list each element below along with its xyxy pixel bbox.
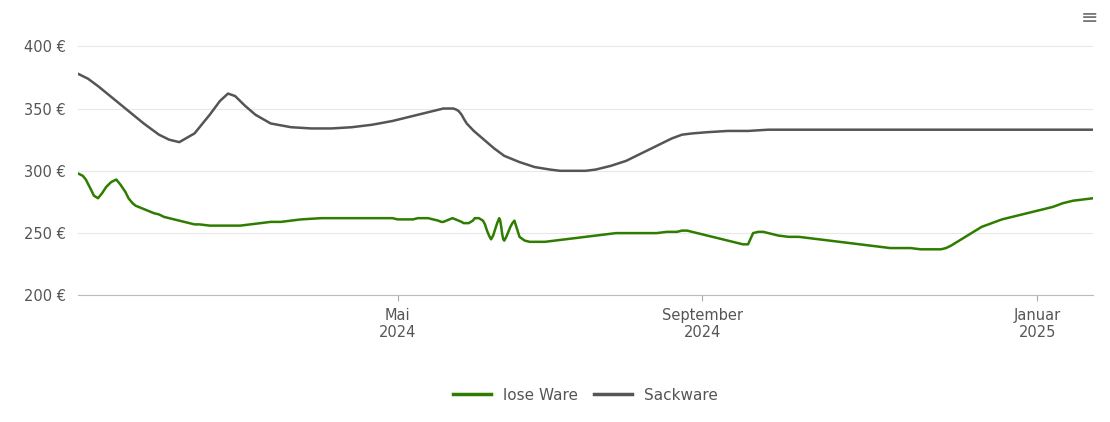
Text: ≡: ≡	[1081, 8, 1099, 27]
Legend: lose Ware, Sackware: lose Ware, Sackware	[447, 381, 724, 409]
